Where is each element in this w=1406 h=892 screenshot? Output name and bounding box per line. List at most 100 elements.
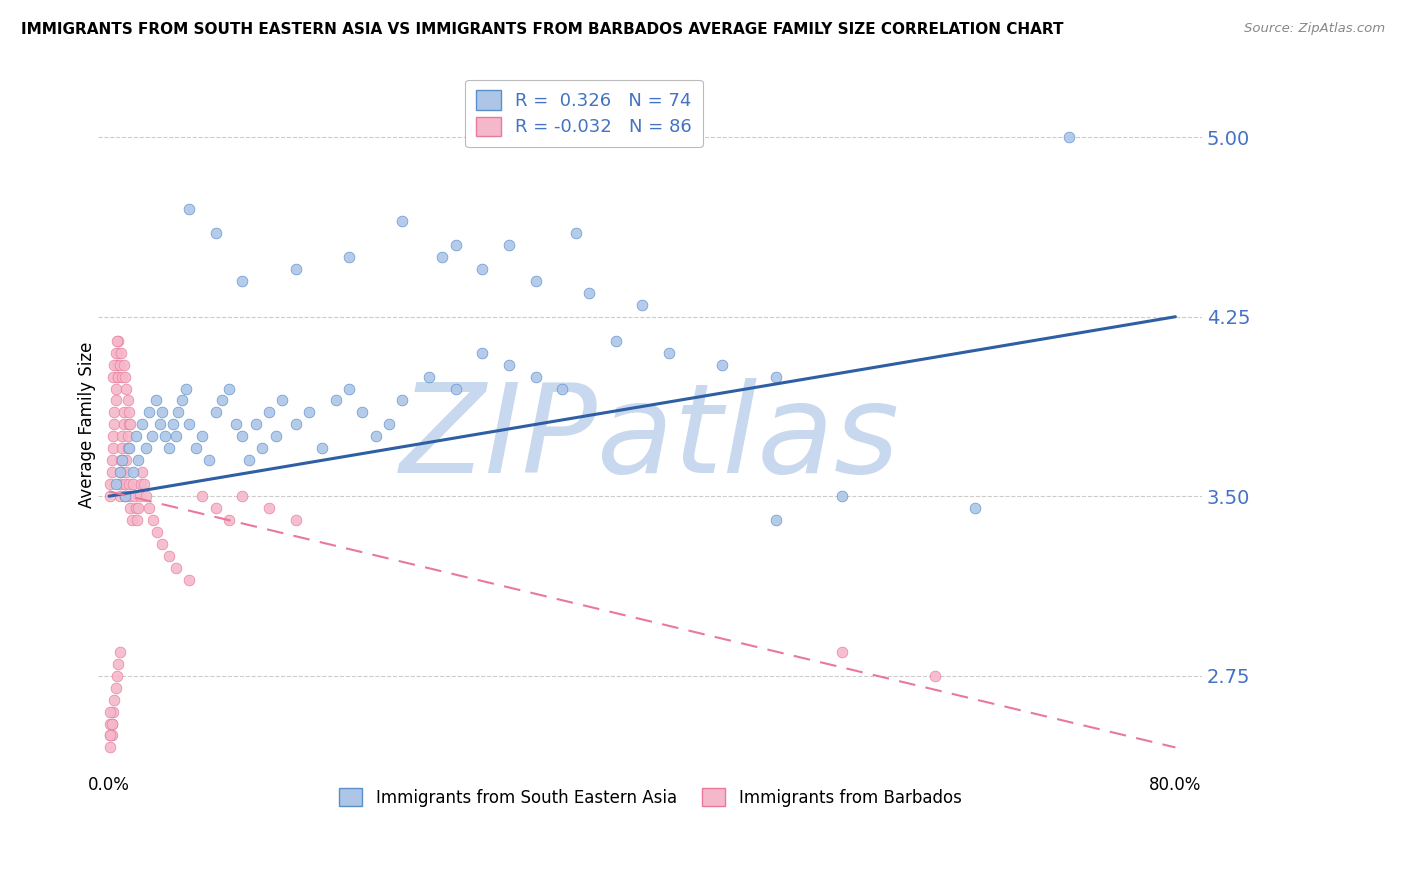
Point — [444, 382, 467, 396]
Point — [125, 513, 148, 527]
Point — [120, 417, 142, 432]
Point — [218, 513, 240, 527]
Point — [112, 417, 135, 432]
Point — [138, 501, 160, 516]
Point — [114, 369, 136, 384]
Point — [471, 261, 494, 276]
Y-axis label: Average Family Size: Average Family Size — [79, 342, 96, 508]
Point — [132, 477, 155, 491]
Point — [311, 442, 333, 456]
Point — [157, 442, 180, 456]
Point — [135, 489, 157, 503]
Point — [107, 334, 129, 348]
Point — [111, 442, 134, 456]
Point — [100, 716, 122, 731]
Point — [257, 501, 280, 516]
Point — [211, 393, 233, 408]
Point — [128, 489, 150, 503]
Point — [284, 513, 307, 527]
Point — [578, 285, 600, 300]
Point — [138, 405, 160, 419]
Point — [231, 274, 253, 288]
Point — [108, 489, 131, 503]
Text: Source: ZipAtlas.com: Source: ZipAtlas.com — [1244, 22, 1385, 36]
Point — [103, 417, 125, 432]
Point — [167, 405, 190, 419]
Point — [418, 369, 440, 384]
Point — [231, 489, 253, 503]
Point — [177, 202, 200, 216]
Point — [129, 477, 152, 491]
Point — [122, 465, 145, 479]
Point — [498, 238, 520, 252]
Point — [108, 465, 131, 479]
Point — [105, 369, 128, 384]
Point — [110, 465, 132, 479]
Point — [117, 393, 139, 408]
Point — [1057, 130, 1080, 145]
Point — [337, 382, 360, 396]
Point — [352, 405, 374, 419]
Point — [177, 417, 200, 432]
Point — [337, 250, 360, 264]
Point — [264, 429, 287, 443]
Point — [218, 382, 240, 396]
Point — [141, 429, 163, 443]
Point — [127, 501, 149, 516]
Point — [104, 477, 127, 491]
Point — [100, 705, 122, 719]
Point — [711, 358, 734, 372]
Point — [104, 681, 127, 695]
Point — [103, 358, 125, 372]
Point — [364, 429, 387, 443]
Point — [204, 226, 226, 240]
Point — [298, 405, 321, 419]
Point — [118, 405, 141, 419]
Point — [831, 645, 853, 659]
Point — [765, 513, 787, 527]
Point — [605, 334, 627, 348]
Point — [108, 645, 131, 659]
Point — [105, 358, 128, 372]
Point — [198, 453, 221, 467]
Point — [191, 429, 214, 443]
Point — [965, 501, 987, 516]
Point — [165, 429, 187, 443]
Point — [118, 442, 141, 456]
Point — [191, 489, 214, 503]
Point — [184, 442, 207, 456]
Point — [135, 442, 157, 456]
Point — [100, 716, 122, 731]
Point — [107, 657, 129, 671]
Point — [114, 489, 136, 503]
Point — [100, 477, 122, 491]
Point — [177, 573, 200, 587]
Point — [131, 465, 153, 479]
Point — [110, 345, 132, 359]
Point — [831, 489, 853, 503]
Point — [204, 501, 226, 516]
Point — [100, 729, 122, 743]
Point — [120, 489, 142, 503]
Point — [176, 382, 198, 396]
Point — [924, 668, 946, 682]
Point — [107, 369, 129, 384]
Point — [551, 382, 574, 396]
Point — [100, 489, 122, 503]
Point — [271, 393, 294, 408]
Point — [524, 274, 547, 288]
Point — [157, 549, 180, 563]
Point — [100, 740, 122, 755]
Point — [121, 513, 143, 527]
Point — [284, 417, 307, 432]
Point — [142, 513, 165, 527]
Point — [100, 729, 122, 743]
Point — [108, 477, 131, 491]
Point — [104, 345, 127, 359]
Point — [231, 429, 253, 443]
Point — [118, 417, 141, 432]
Point — [100, 729, 122, 743]
Point — [103, 405, 125, 419]
Point — [391, 393, 413, 408]
Point — [145, 393, 167, 408]
